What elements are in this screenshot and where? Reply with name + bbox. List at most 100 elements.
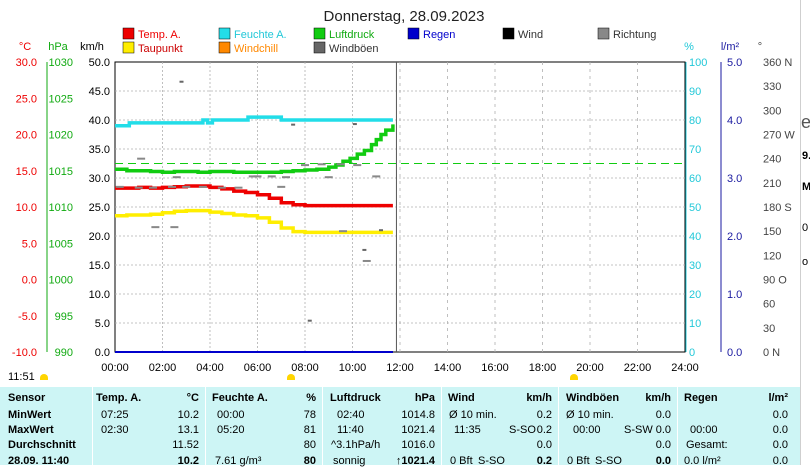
gust-point [179, 80, 184, 83]
now-marker-chart [287, 374, 295, 380]
chart-title: Donnerstag, 28.09.2023 [324, 8, 485, 25]
tick-label-humidity: 20 [689, 289, 701, 301]
tick-label-pressure: 990 [55, 347, 73, 359]
axis-unit-labels: °C hPa km/h% l/m² ° [19, 41, 762, 53]
axis-unit-label: l/m² [721, 41, 740, 53]
tick-label-direction: 330 [763, 81, 781, 93]
legend-label: Richtung [613, 29, 656, 41]
tick-label-temp: -5.0 [18, 311, 37, 323]
gusts-avg10-value: 0.0 [655, 409, 671, 421]
tick-label-wind: 0.0 [95, 347, 110, 359]
wind-avg10-value: 0.2 [536, 409, 552, 421]
rain-column: Regen l/m² 0.0 00:00 0.0 Gesamt: 0.0 0.0… [678, 387, 796, 467]
gust-point [352, 123, 357, 126]
gusts-max-time: 00:00 [573, 424, 601, 436]
rain-hour-value: 0.0 [772, 409, 788, 421]
tick-label-direction: 0 N [763, 347, 780, 359]
pressure-forecast: sonnig [333, 455, 366, 467]
tick-label-humidity: 90 [689, 86, 701, 98]
tick-label-direction: 180 S [763, 202, 792, 214]
chart-axes [46, 62, 722, 352]
temp-header: Temp. A. [96, 392, 142, 404]
temp-min-value: 10.2 [177, 409, 199, 421]
gusts-max-direction: S-SW [624, 424, 653, 436]
series-line-feuchte-a [115, 115, 393, 128]
temp-min-time: 07:25 [101, 409, 129, 421]
legend-label: Windböen [329, 43, 379, 55]
current-time-label: 11:51 [8, 371, 35, 383]
tick-label-direction: 210 [763, 178, 781, 190]
current-label: 28.09. 11:40 [8, 455, 70, 467]
tick-label-direction: 150 [763, 226, 781, 238]
tick-label-pressure: 995 [55, 311, 73, 323]
axis-unit-label: hPa [48, 41, 68, 53]
tick-label-humidity: 70 [689, 144, 701, 156]
tick-label-direction: 60 [763, 299, 775, 311]
wind-avg10-label: Ø 10 min. [449, 409, 497, 421]
rain-unit: l/m² [768, 392, 788, 404]
humidity-abs-value: 7.61 g/m³ [215, 455, 262, 467]
statistics-table: Sensor MinWert MaxWert Durchschnitt 28.0… [0, 387, 800, 467]
wind-column: Wind km/h Ø 10 min. 0.2 11:35 S-SO 0.2 0… [442, 387, 558, 467]
humidity-unit: % [306, 392, 316, 404]
chart-grid [114, 61, 686, 353]
tick-label-rain: 2.0 [727, 231, 742, 243]
pressure-min-time: 02:40 [337, 409, 365, 421]
wind-max-time: 11:35 [454, 424, 481, 436]
tick-label-humidity: 0 [689, 347, 695, 359]
legend-swatch [218, 27, 231, 40]
pressure-unit: hPa [414, 392, 435, 404]
tick-label-direction: 30 [763, 323, 775, 335]
weather-chart: Donnerstag, 28.09.2023 Temp. A. Feuchte A… [12, 8, 795, 374]
legend-swatch [407, 27, 420, 40]
tick-label-temp: 15.0 [16, 166, 37, 178]
legend-swatch [313, 41, 326, 54]
tick-label-rain: 5.0 [727, 57, 742, 69]
now-marker-left [40, 374, 48, 380]
tick-label-wind: 40.0 [89, 115, 110, 127]
tick-label-x: 02:00 [149, 362, 177, 374]
tick-label-direction: 90 O [763, 275, 787, 287]
pressure-max-time: 11:40 [337, 424, 364, 436]
wind-current-value: 0.2 [536, 455, 552, 467]
tick-label-x: 16:00 [481, 362, 509, 374]
tick-label-humidity: 40 [689, 231, 701, 243]
temp-column: Temp. A. °C 07:25 10.2 02:30 13.1 11.52 … [93, 387, 205, 467]
gusts-max-value: 0.0 [655, 424, 671, 436]
humidity-header: Feuchte A. [212, 392, 268, 404]
tick-label-wind: 45.0 [89, 86, 110, 98]
tick-label-x: 22:00 [624, 362, 652, 374]
tick-label-pressure: 1015 [49, 166, 73, 178]
pressure-max-value: 1021.4 [401, 424, 435, 436]
temp-max-value: 13.1 [177, 424, 199, 436]
pressure-column: Luftdruck hPa 02:40 1014.8 11:40 1021.4 … [323, 387, 441, 467]
column-separator [92, 387, 93, 465]
tick-label-temp: 10.0 [16, 202, 37, 214]
humidity-max-time: 05:20 [217, 424, 245, 436]
rain-current-amount: 0.0 l/m² [684, 455, 721, 467]
clipped-text: e [801, 112, 810, 133]
tick-label-pressure: 1020 [49, 130, 73, 142]
tick-label-direction: 300 [763, 105, 781, 117]
legend-swatch [313, 27, 326, 40]
gusts-unit: km/h [645, 392, 671, 404]
tick-label-temp: 5.0 [22, 238, 37, 250]
tick-label-rain: 0.0 [727, 347, 742, 359]
avg-label: Durchschnitt [8, 439, 76, 451]
rain-max-value: 0.0 [772, 424, 788, 436]
tick-label-x: 18:00 [529, 362, 557, 374]
humidity-column: Feuchte A. % 00:00 78 05:20 81 80 7.61 g… [206, 387, 322, 467]
tick-label-humidity: 10 [689, 318, 701, 330]
gusts-current-value: 0.0 [655, 455, 671, 467]
tick-label-pressure: 1000 [49, 275, 73, 287]
tick-label-pressure: 1005 [49, 238, 73, 250]
min-label: MinWert [8, 409, 52, 421]
wind-max-direction: S-SO [509, 424, 536, 436]
tick-label-rain: 3.0 [727, 173, 742, 185]
tick-label-wind: 50.0 [89, 57, 110, 69]
tick-label-rain: 4.0 [727, 115, 742, 127]
sensor-column: Sensor MinWert MaxWert Durchschnitt 28.0… [0, 387, 92, 467]
tick-label-temp: 30.0 [16, 57, 37, 69]
clipped-text: 9. [802, 150, 810, 162]
humidity-min-time: 00:00 [217, 409, 245, 421]
